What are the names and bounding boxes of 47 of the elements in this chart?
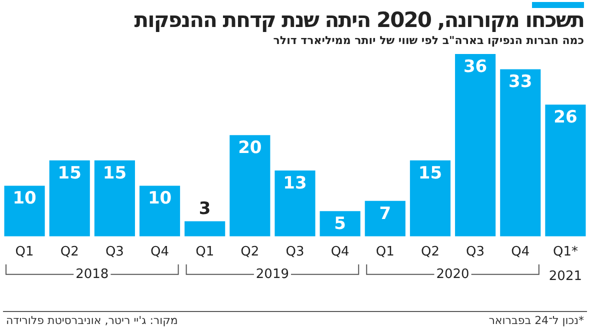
x-tick-label: Q4 — [330, 244, 350, 260]
data-label: 33 — [508, 72, 532, 92]
text: 2019 — [256, 266, 290, 282]
x-tick-label: Q1 — [196, 244, 214, 260]
x-tick-label: Q4 — [511, 244, 530, 260]
data-label: 15 — [418, 163, 442, 184]
data-label: 36 — [463, 56, 488, 77]
bar — [410, 160, 451, 236]
x-tick-label: Q1 — [15, 244, 34, 260]
text: 2021 — [548, 268, 582, 284]
data-label: 15 — [102, 163, 127, 184]
bar — [94, 160, 135, 236]
x-tick-label: Q1* — [552, 244, 578, 260]
chart-subtitle: כמה חברות הנפיקו בארה"ב לפי שווי של יותר ממיליארד דולר — [273, 34, 584, 47]
x-tick-label: Q2 — [60, 244, 79, 260]
bar — [139, 186, 180, 236]
bar — [364, 200, 406, 236]
bar — [230, 135, 270, 236]
data-label: 10 — [148, 188, 172, 209]
data-label: 20 — [238, 138, 262, 158]
data-label: 5 — [334, 214, 346, 234]
bar — [184, 221, 226, 236]
data-label: 10 — [12, 188, 37, 209]
text: מקור: ג'יי ריטר, אוניברסיטת פלורידה — [6, 314, 178, 327]
x-tick-label: Q2 — [240, 244, 260, 260]
text: *נכון ל־24 בפברואר — [488, 314, 584, 327]
text: 2018 — [76, 266, 109, 282]
x-tick-label: Q3 — [105, 244, 124, 260]
x-tick-label: Q4 — [150, 244, 170, 260]
data-label: 26 — [554, 108, 578, 128]
data-label: 15 — [58, 163, 82, 184]
x-tick-label: Q3 — [466, 244, 485, 260]
data-label: 3 — [198, 199, 211, 220]
bar — [545, 104, 586, 236]
bar — [455, 54, 496, 236]
bar — [49, 160, 90, 236]
chart-title: תשכחו מקורונה, 2020 היתה שנת קדחת ההנפקות — [134, 8, 584, 32]
bar — [320, 211, 360, 236]
x-tick-label: Q1 — [376, 244, 394, 260]
bar — [274, 170, 316, 236]
bar — [500, 69, 541, 236]
text: 2020 — [436, 266, 470, 282]
bar — [4, 186, 45, 236]
data-label: 13 — [283, 173, 307, 194]
data-label: 7 — [379, 204, 392, 224]
x-tick-label: Q2 — [420, 244, 440, 260]
x-tick-label: Q3 — [286, 244, 304, 260]
